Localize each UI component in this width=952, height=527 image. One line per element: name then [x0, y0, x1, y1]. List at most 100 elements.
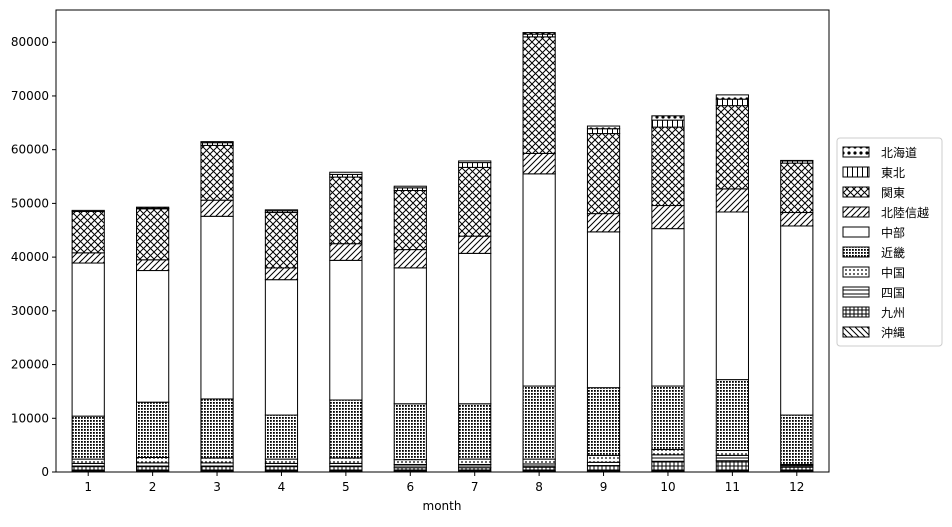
bar-segment-12-1 — [780, 466, 814, 472]
bar-segment-9-9 — [586, 125, 621, 130]
bar-segment-12-4 — [780, 414, 814, 465]
x-tick-label: 7 — [471, 480, 479, 494]
bar-segment-3-7 — [200, 144, 234, 201]
bar-segment-1-1 — [71, 466, 105, 472]
legend-swatch — [842, 326, 870, 338]
x-tick-label: 1 — [84, 480, 92, 494]
bar-segment-8-4 — [522, 385, 556, 460]
bar-segment-7-5 — [458, 252, 492, 405]
bar-segment-11-2 — [715, 454, 749, 462]
bar-segment-8-6 — [522, 152, 556, 175]
bar-segment-7-3 — [458, 458, 492, 465]
legend-swatch — [842, 226, 870, 238]
bar-segment-5-1 — [329, 466, 363, 472]
bar-segment-2-6 — [136, 259, 170, 272]
bar-segment-4-5 — [264, 279, 299, 416]
x-tick-label: 2 — [149, 480, 157, 494]
x-tick-label: 6 — [406, 480, 414, 494]
bar-segment-2-7 — [136, 208, 170, 261]
bar-segment-1-3 — [71, 458, 105, 464]
bar-segment-12-5 — [780, 225, 814, 416]
bar-segment-11-5 — [715, 211, 749, 381]
bar-segment-4-6 — [264, 267, 299, 281]
bar-segment-9-4 — [586, 387, 621, 456]
legend-swatch — [842, 166, 870, 178]
bar-segment-7-4 — [458, 403, 492, 460]
x-tick-label: 11 — [725, 480, 740, 494]
bar-segment-5-3 — [329, 457, 363, 464]
bar-segment-3-4 — [200, 398, 234, 459]
bar-segment-6-9 — [393, 185, 427, 189]
bar-segment-4-9 — [264, 209, 299, 212]
bar-segment-9-5 — [586, 231, 621, 389]
legend-label: 四国 — [881, 286, 905, 300]
bar-segment-12-7 — [780, 162, 814, 214]
bar-segment-5-7 — [329, 176, 363, 245]
axes-frame — [55, 9, 830, 473]
legend-label: 中国 — [881, 265, 905, 280]
bar-segment-9-7 — [586, 133, 621, 215]
bar-segment-1-6 — [71, 252, 105, 264]
bar-segment-5-5 — [329, 259, 363, 401]
bar-segment-12-6 — [780, 212, 814, 227]
bar-segment-11-3 — [715, 450, 749, 456]
legend-swatch — [842, 146, 870, 158]
bar-segment-8-3 — [522, 458, 556, 465]
bar-segment-9-6 — [586, 213, 621, 233]
x-tick-label: 8 — [535, 480, 543, 494]
legend-swatch — [842, 206, 870, 218]
bar-segment-10-5 — [651, 228, 685, 387]
bar-segment-10-8 — [651, 119, 685, 128]
legend-swatch — [842, 286, 870, 298]
legend-label: 北陸信越 — [881, 206, 929, 220]
bar-segment-9-3 — [586, 454, 621, 463]
legend-label: 沖縄 — [881, 325, 905, 340]
legend-swatch — [842, 186, 870, 198]
bar-segment-6-5 — [393, 267, 427, 405]
axes: 0 10000 20000 30000 40000 50000 60000 70000 8000… — [11, 9, 830, 494]
bar-segment-7-6 — [458, 235, 492, 254]
bar-segment-10-2 — [651, 454, 685, 462]
y-tick-label: 50000 — [11, 196, 49, 210]
bar-segment-10-3 — [651, 448, 685, 456]
bar-segment-11-1 — [715, 460, 749, 472]
x-tick-label: 9 — [600, 480, 608, 494]
bar-segment-7-7 — [458, 166, 492, 237]
bar-segment-10-7 — [651, 126, 685, 207]
bar-segment-7-9 — [458, 160, 492, 164]
bar-segment-11-6 — [715, 188, 749, 213]
x-tick-label: 5 — [342, 480, 350, 494]
y-tick-label: 60000 — [11, 143, 49, 157]
x-tick-label: 3 — [213, 480, 221, 494]
y-tick-label: 20000 — [11, 358, 49, 372]
legend-label: 九州 — [881, 306, 905, 320]
bar-segment-12-9 — [780, 159, 814, 162]
legend-swatch — [842, 266, 870, 278]
bar-segment-10-9 — [651, 115, 685, 121]
bar-segment-6-3 — [393, 459, 427, 465]
bar-segment-10-6 — [651, 205, 685, 230]
bar-segment-3-5 — [200, 215, 234, 400]
bar-segment-6-6 — [393, 249, 427, 269]
bar-segment-5-9 — [329, 171, 363, 175]
bar-segment-3-6 — [200, 199, 234, 217]
x-tick-label: 10 — [660, 480, 675, 494]
bar-segment-3-3 — [200, 457, 234, 464]
x-axis-label: month — [423, 499, 462, 513]
bar-segment-2-3 — [136, 457, 170, 464]
bar-segment-9-8 — [586, 128, 621, 135]
bar-segment-3-9 — [200, 141, 234, 144]
bar-segment-10-4 — [651, 385, 685, 450]
legend-swatch — [842, 306, 870, 318]
bar-segment-8-5 — [522, 173, 556, 387]
plot-area — [71, 32, 814, 473]
bar-segment-5-4 — [329, 399, 363, 459]
bar-segment-8-7 — [522, 36, 556, 154]
bar-segment-11-8 — [715, 98, 749, 107]
legend-label: 関東 — [881, 186, 905, 200]
legend-swatch — [842, 246, 870, 258]
bar-segment-4-1 — [264, 466, 299, 472]
